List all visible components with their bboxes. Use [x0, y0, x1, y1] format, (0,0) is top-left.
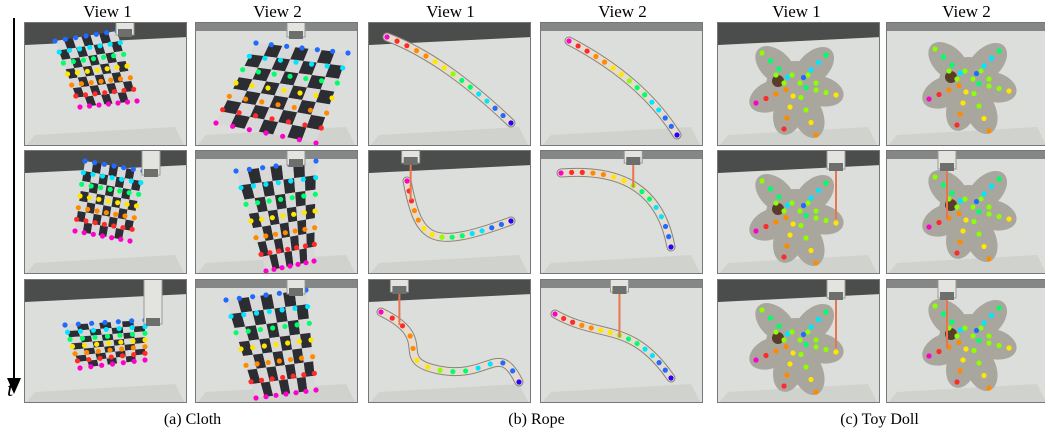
caption-rope: (b) Rope	[508, 411, 565, 428]
photo-rope-view1-t3	[368, 279, 531, 403]
photo-doll-view1-t3	[717, 279, 880, 403]
photo-rope-image	[369, 23, 530, 145]
caption-cloth: (a) Cloth	[163, 411, 222, 428]
photo-cloth-view1-t2	[24, 150, 187, 274]
photo-rope-image	[369, 151, 530, 273]
photo-doll-image	[718, 23, 879, 145]
time-axis-arrow	[7, 18, 21, 394]
photo-doll-view2-t1	[886, 22, 1045, 146]
view-label-cloth-1: View 1	[83, 2, 132, 21]
photo-cloth-image	[25, 23, 186, 145]
photo-doll-image	[718, 280, 879, 402]
photo-cloth-view1-t1	[24, 22, 187, 146]
photo-doll-image	[887, 280, 1045, 402]
photo-cloth-view1-t3	[24, 279, 187, 403]
view-label-cloth-2: View 2	[253, 2, 302, 21]
view-label-doll-2: View 2	[942, 2, 991, 21]
photo-doll-view2-t3	[886, 279, 1045, 403]
photo-doll-view1-t2	[717, 150, 880, 274]
photo-cloth-view2-t1	[195, 22, 358, 146]
view-label-rope-2: View 2	[598, 2, 647, 21]
photo-rope-view2-t2	[540, 150, 703, 274]
caption-doll: (c) Toy Doll	[840, 411, 919, 428]
time-axis-label: t	[7, 376, 14, 401]
photo-cloth-view2-t2	[195, 150, 358, 274]
photo-rope-image	[541, 23, 702, 145]
photo-cloth-image	[196, 23, 357, 145]
view-label-rope-1: View 1	[426, 2, 475, 21]
photo-rope-view2-t1	[540, 22, 703, 146]
photo-rope-image	[541, 151, 702, 273]
photo-cloth-view2-t3	[195, 279, 358, 403]
photo-cloth-image	[25, 151, 186, 273]
photo-rope-view1-t2	[368, 150, 531, 274]
photo-rope-view2-t3	[540, 279, 703, 403]
photo-rope-view1-t1	[368, 22, 531, 146]
photo-rope-image	[541, 280, 702, 402]
photo-doll-image	[887, 23, 1045, 145]
photo-cloth-image	[196, 280, 357, 402]
photo-rope-image	[369, 280, 530, 402]
photo-doll-view1-t1	[717, 22, 880, 146]
photo-doll-image	[887, 151, 1045, 273]
photo-cloth-image	[196, 151, 357, 273]
photo-doll-image	[718, 151, 879, 273]
photo-doll-view2-t2	[886, 150, 1045, 274]
photo-cloth-image	[25, 280, 186, 402]
view-label-doll-1: View 1	[772, 2, 821, 21]
